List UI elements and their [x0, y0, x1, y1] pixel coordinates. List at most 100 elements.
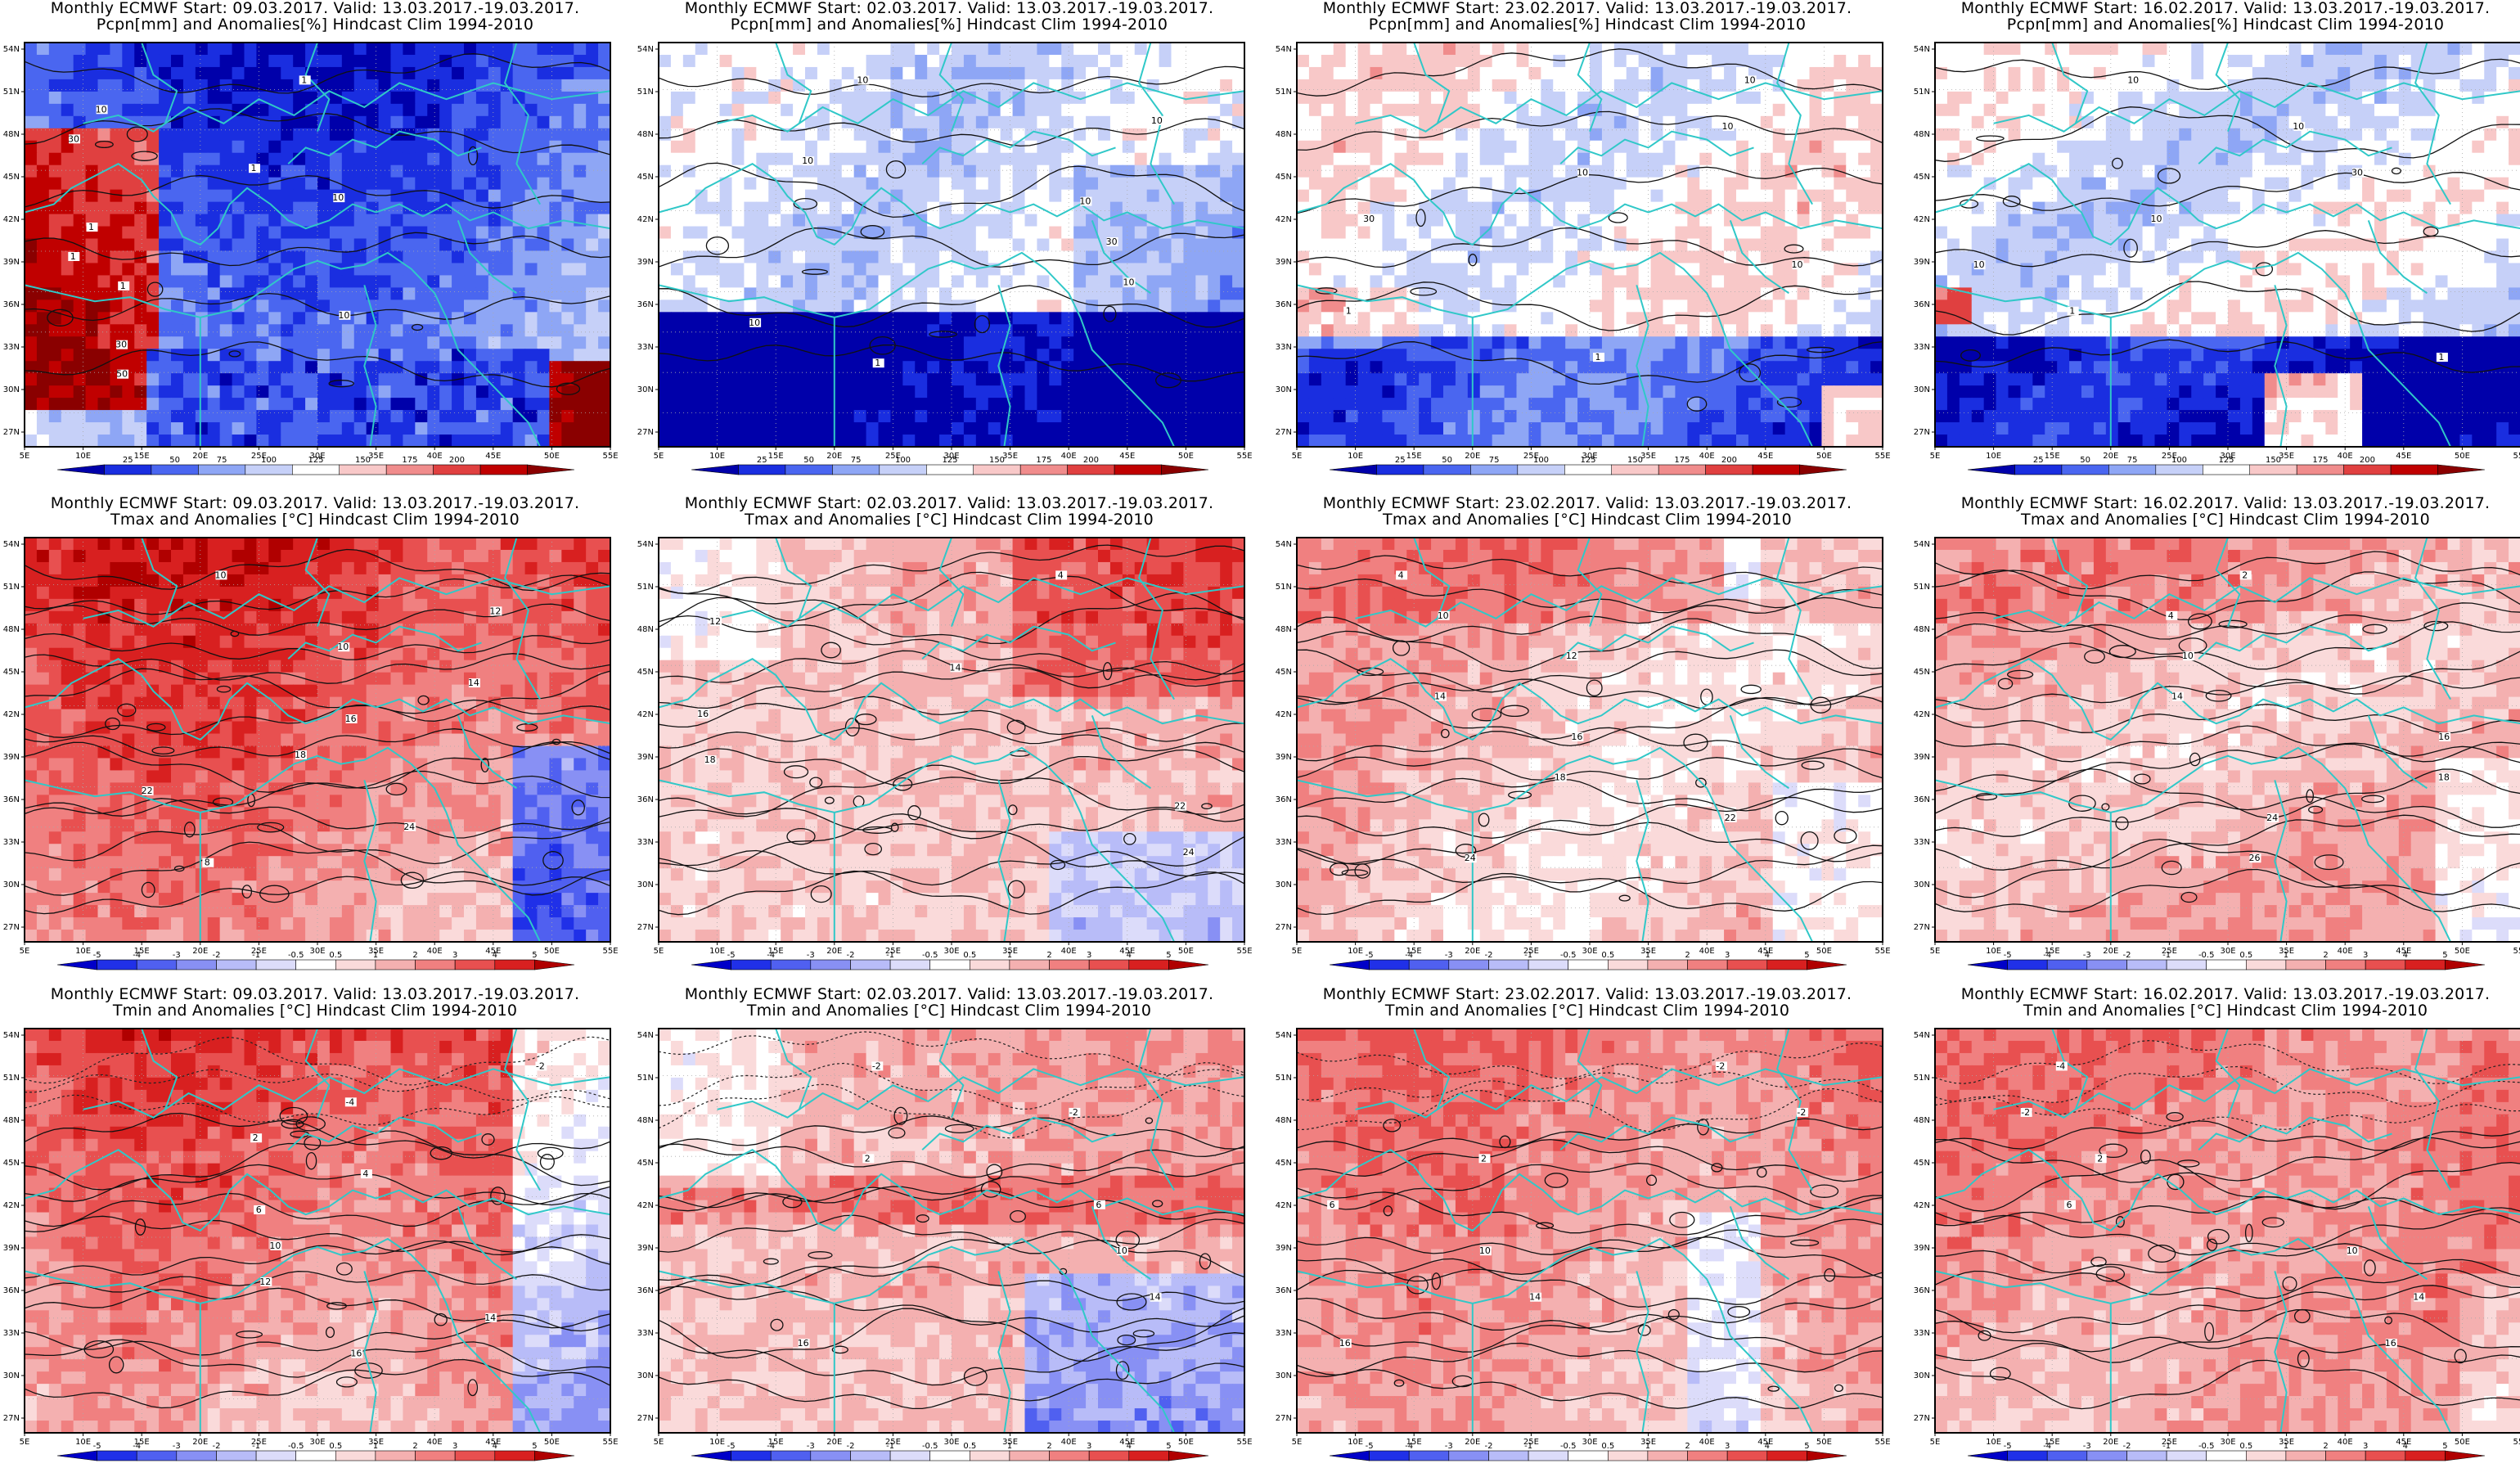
contour-label: 10	[269, 1241, 281, 1251]
lon-tick-label: 50E	[1178, 1438, 1194, 1447]
lat-tick-label: 33N	[3, 1329, 20, 1338]
lat-tick-label: 48N	[1276, 1116, 1292, 1125]
colorbar-label: 5	[1804, 951, 1809, 960]
lat-tick-label: 48N	[1276, 625, 1292, 634]
contour-label: 10	[1577, 167, 1588, 178]
contour-label: -2	[1069, 1107, 1078, 1118]
contour-label: 18	[295, 750, 306, 760]
lon-tick-label: 5E	[654, 947, 664, 956]
lon-tick-label: 55E	[1874, 452, 1890, 461]
lat-tick-label: 33N	[637, 1329, 654, 1338]
lon-tick-label: 20E	[1465, 947, 1480, 956]
lat-tick-label: 39N	[637, 258, 654, 267]
lon-tick-label: 5E	[20, 1438, 30, 1447]
contour-label: 1	[301, 74, 307, 85]
colorbar-label: 3	[452, 1442, 457, 1451]
lat-tick-label: 39N	[1276, 258, 1292, 267]
lat-tick-label: 27N	[637, 1414, 654, 1423]
contour-label: -2	[536, 1060, 545, 1071]
colorbar-label: 1	[373, 1442, 378, 1451]
forecast-panel-precipitation-1: Monthly ECMWF Start: 09.03.2017. Valid: …	[0, 0, 630, 491]
colorbar-label: -2	[1485, 1442, 1493, 1451]
colorbar-label: -5	[1366, 1442, 1374, 1451]
forecast-panel-tmin-3: Monthly ECMWF Start: 23.02.2017. Valid: …	[1272, 986, 1902, 1477]
colorbar-label: 25	[123, 456, 133, 465]
lat-tick-label: 30N	[637, 385, 654, 394]
contour-label: 14	[1150, 1292, 1161, 1303]
lat-tick-label: 27N	[637, 428, 654, 437]
lat-tick-label: 42N	[637, 215, 654, 224]
contour-label: 12	[709, 616, 721, 627]
lat-tick-label: 27N	[1276, 923, 1292, 932]
contour-label: 24	[403, 822, 415, 832]
lat-tick-label: 48N	[1914, 625, 1930, 634]
colorbar-label: 3	[1725, 1442, 1730, 1451]
contour-label: -4	[2056, 1060, 2065, 1071]
lon-tick-label: 40E	[427, 1438, 443, 1447]
colorbar-label: -4	[767, 951, 775, 960]
contour-label: 14	[1434, 691, 1446, 702]
lat-tick-label: 51N	[1914, 88, 1930, 97]
lon-tick-label: 10E	[709, 452, 725, 461]
colorbar-label: 50	[803, 456, 814, 465]
colorbar-label: -1	[886, 1442, 894, 1451]
contour-label: 10	[215, 570, 227, 580]
contour-label: -2	[1716, 1060, 1725, 1071]
lon-tick-label: 20E	[1465, 1438, 1480, 1447]
contour-label: 16	[345, 714, 357, 724]
lat-tick-label: 42N	[637, 710, 654, 719]
lon-tick-label: 55E	[1236, 1438, 1252, 1447]
contour-label: 10	[1722, 121, 1734, 132]
lat-tick-label: 27N	[637, 923, 654, 932]
lat-tick-label: 27N	[3, 1414, 20, 1423]
colorbar-label: -3	[173, 1442, 181, 1451]
lat-tick-label: 39N	[637, 753, 654, 762]
lon-tick-label: 15E	[134, 452, 150, 461]
contour-label: 14	[484, 1313, 496, 1323]
lat-tick-label: 45N	[1276, 668, 1292, 677]
contour-label: 10	[749, 317, 760, 328]
colorbar-label: -1	[886, 951, 894, 960]
lon-tick-label: 5E	[1930, 452, 1941, 461]
contour-label: 16	[2438, 732, 2450, 742]
contour-label: 16	[798, 1338, 809, 1349]
lat-tick-label: 45N	[1914, 668, 1930, 677]
lon-tick-label: 5E	[20, 947, 30, 956]
lat-tick-label: 42N	[1276, 1201, 1292, 1210]
colorbar-label: 175	[402, 456, 417, 465]
colorbar-label: 1	[1007, 951, 1012, 960]
lat-tick-label: 45N	[637, 1159, 654, 1168]
colorbar-label: -2	[2123, 1442, 2131, 1451]
colorbar-label: 3	[452, 951, 457, 960]
lon-tick-label: 40E	[1061, 452, 1077, 461]
lon-tick-label: 55E	[1874, 1438, 1890, 1447]
colorbar-label: 4	[1127, 1442, 1132, 1451]
colorbar-label: 50	[1442, 456, 1452, 465]
lon-tick-label: 5E	[654, 1438, 664, 1447]
contour-label: 16	[1339, 1338, 1351, 1349]
colorbar-label: 150	[989, 456, 1005, 465]
colorbar-label: 1	[373, 951, 378, 960]
lon-tick-label: 50E	[544, 947, 560, 956]
forecast-panel-tmin-1: Monthly ECMWF Start: 09.03.2017. Valid: …	[0, 986, 630, 1477]
lat-tick-label: 27N	[1914, 428, 1930, 437]
lon-tick-label: 45E	[485, 452, 501, 461]
contour-label: 16	[697, 709, 709, 719]
colorbar-label: -0.5	[2198, 1442, 2215, 1451]
colorbar-label: 3	[1725, 951, 1730, 960]
lat-tick-label: 39N	[1276, 1244, 1292, 1253]
contour-label: 10	[1151, 115, 1163, 126]
colorbar-label: -3	[1445, 1442, 1453, 1451]
contour-label: 1	[251, 163, 257, 173]
colorbar-label: 1	[2284, 951, 2288, 960]
lon-tick-label: 20E	[826, 947, 842, 956]
lat-tick-label: 39N	[1914, 1244, 1930, 1253]
lat-tick-label: 51N	[637, 1074, 654, 1083]
colorbar-label: 4	[493, 1442, 497, 1451]
lat-tick-label: 54N	[1276, 540, 1292, 549]
colorbar-label: 125	[942, 456, 957, 465]
lat-tick-label: 39N	[637, 1244, 654, 1253]
